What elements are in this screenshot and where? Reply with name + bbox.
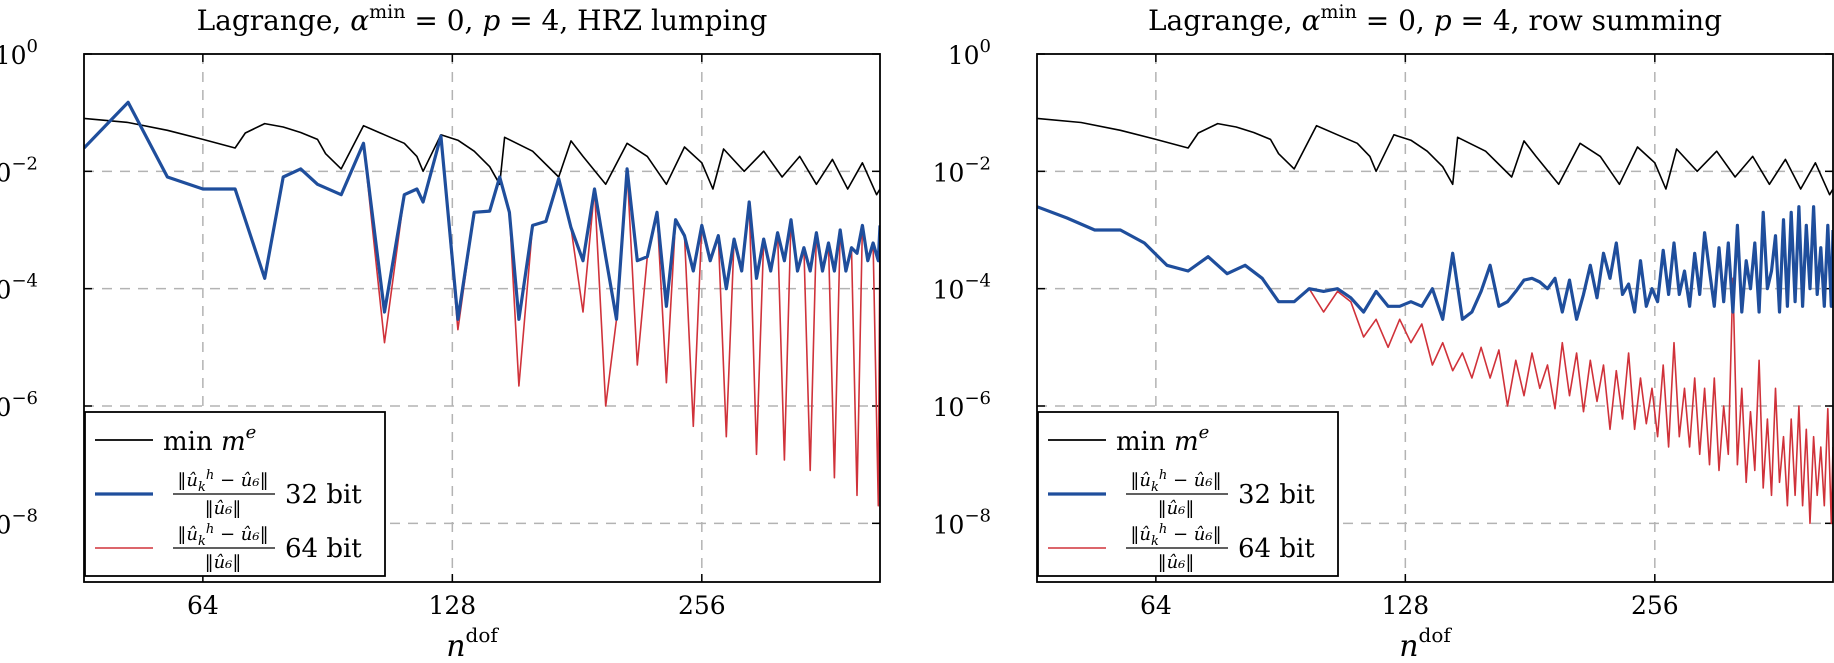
series-32bit-line — [1037, 205, 1833, 321]
legend-fraction-numerator: ‖ûkh − û₆‖ — [177, 468, 268, 495]
y-tick-label: 10−4 — [0, 271, 38, 305]
legend-fraction-numerator: ‖ûkh − û₆‖ — [177, 522, 268, 549]
chart-title: Lagrange, αmin = 0, p = 4, row summing — [1148, 1, 1722, 37]
x-tick-label: 64 — [187, 591, 219, 620]
legend-label-64bit: 64 bit — [285, 534, 362, 564]
chart-panel-hrz-lumping: Lagrange, αmin = 0, p = 4, HRZ lumping 64… — [0, 1, 881, 663]
x-axis-label: ndof — [446, 623, 499, 663]
y-tick-label: 100 — [948, 36, 991, 70]
plot-frame — [1036, 53, 1834, 583]
plot-frame — [83, 53, 881, 583]
chart-panel-row-summing: Lagrange, αmin = 0, p = 4, row summing 64… — [933, 1, 1834, 663]
y-tick-label: 10−8 — [933, 505, 991, 539]
y-tick-label: 10−8 — [0, 505, 38, 539]
x-tick-label: 256 — [1631, 591, 1679, 620]
y-tick-label: 100 — [0, 36, 38, 70]
y-tick-label: 10−2 — [0, 153, 38, 187]
legend-fraction-denominator: ‖û₆‖ — [1158, 552, 1195, 573]
legend: min me ‖ûkh − û₆‖ ‖û₆‖ 32 bit ‖ûkh − û₆‖ ‖û₆‖… — [1037, 411, 1339, 577]
legend-label-32bit: 32 bit — [285, 480, 362, 510]
series-min-me-line — [1037, 117, 1833, 196]
y-tick-label: 10−4 — [933, 271, 991, 305]
legend-label-min-me: min me — [1116, 422, 1209, 457]
x-tick-label: 64 — [1140, 591, 1172, 620]
legend: min me ‖ûkh − û₆‖ ‖û₆‖ 32 bit ‖ûkh − û₆‖ ‖û₆‖… — [84, 411, 386, 577]
series-min-me-line — [84, 117, 880, 196]
legend-label-32bit: 32 bit — [1238, 480, 1315, 510]
legend-fraction-denominator: ‖û₆‖ — [1158, 498, 1195, 519]
legend-fraction-numerator: ‖ûkh − û₆‖ — [1130, 468, 1221, 495]
x-tick-label: 256 — [678, 591, 726, 620]
series-64bit-line — [1037, 205, 1833, 525]
x-tick-label: 128 — [1381, 591, 1429, 620]
y-tick-label: 10−2 — [933, 153, 991, 187]
y-tick-label: 10−6 — [933, 388, 991, 422]
legend-fraction-denominator: ‖û₆‖ — [205, 552, 242, 573]
y-tick-label: 10−6 — [0, 388, 38, 422]
x-axis-label: ndof — [1399, 623, 1452, 663]
legend-fraction-denominator: ‖û₆‖ — [205, 498, 242, 519]
series-32bit-line — [84, 100, 880, 321]
legend-label-64bit: 64 bit — [1238, 534, 1315, 564]
legend-label-min-me: min me — [163, 422, 256, 457]
legend-fraction-numerator: ‖ûkh − û₆‖ — [1130, 522, 1221, 549]
x-tick-label: 128 — [428, 591, 476, 620]
chart-title: Lagrange, αmin = 0, p = 4, HRZ lumping — [197, 1, 768, 37]
